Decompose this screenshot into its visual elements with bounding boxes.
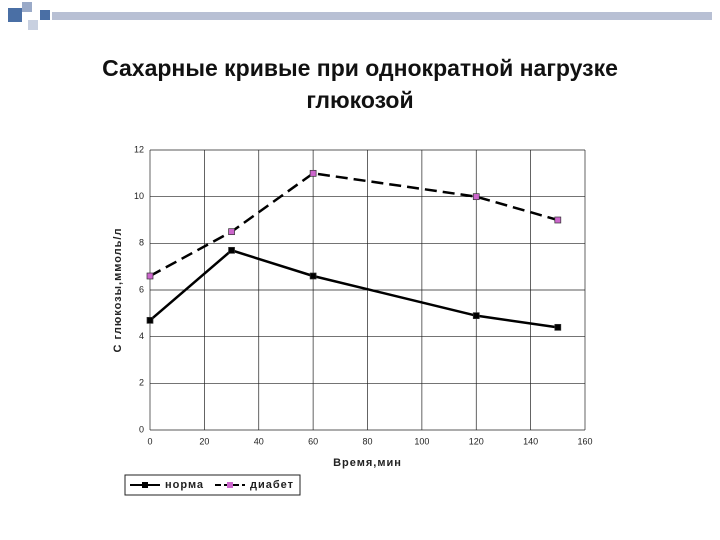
series-line: [149, 172, 559, 278]
point: [472, 193, 480, 201]
point: [228, 246, 235, 254]
x-tick-label: 40: [254, 436, 264, 446]
point: [554, 216, 562, 224]
y-tick-label: 10: [134, 191, 144, 201]
deco-square: [28, 20, 38, 30]
legend-label: диабет: [250, 479, 294, 491]
point: [228, 228, 235, 236]
deco-bar: [52, 12, 712, 20]
point: [146, 272, 154, 280]
x-tick-label: 120: [469, 436, 484, 446]
deco-square: [40, 10, 50, 20]
legend-marker: [227, 482, 233, 488]
legend-label: норма: [165, 479, 204, 491]
x-tick-label: 80: [362, 436, 372, 446]
y-tick-label: 6: [139, 284, 144, 294]
series-line: [149, 248, 558, 329]
x-tick-label: 20: [199, 436, 209, 446]
y-tick-label: 12: [134, 144, 144, 154]
point: [472, 312, 480, 320]
x-tick-label: 100: [414, 436, 429, 446]
deco-square: [22, 2, 32, 12]
point: [309, 169, 317, 177]
y-tick-label: 4: [139, 331, 144, 341]
x-axis-label: Время,мин: [333, 457, 402, 469]
y-tick-label: 2: [139, 378, 144, 388]
point: [554, 323, 562, 331]
x-tick-label: 140: [523, 436, 538, 446]
y-tick-label: 8: [139, 238, 144, 248]
x-tick-label: 0: [147, 436, 152, 446]
chart-title: Сахарные кривые при однократной нагрузке…: [102, 55, 618, 113]
x-tick-label: 60: [308, 436, 318, 446]
y-axis-label: С глюкозы,ммоль/л: [112, 228, 124, 353]
point: [146, 316, 154, 324]
point: [309, 272, 317, 280]
legend-box: [124, 474, 301, 496]
deco-square: [8, 8, 22, 22]
y-tick-label: 0: [139, 424, 144, 434]
x-tick-label: 160: [577, 436, 592, 446]
legend-marker: [142, 482, 148, 488]
